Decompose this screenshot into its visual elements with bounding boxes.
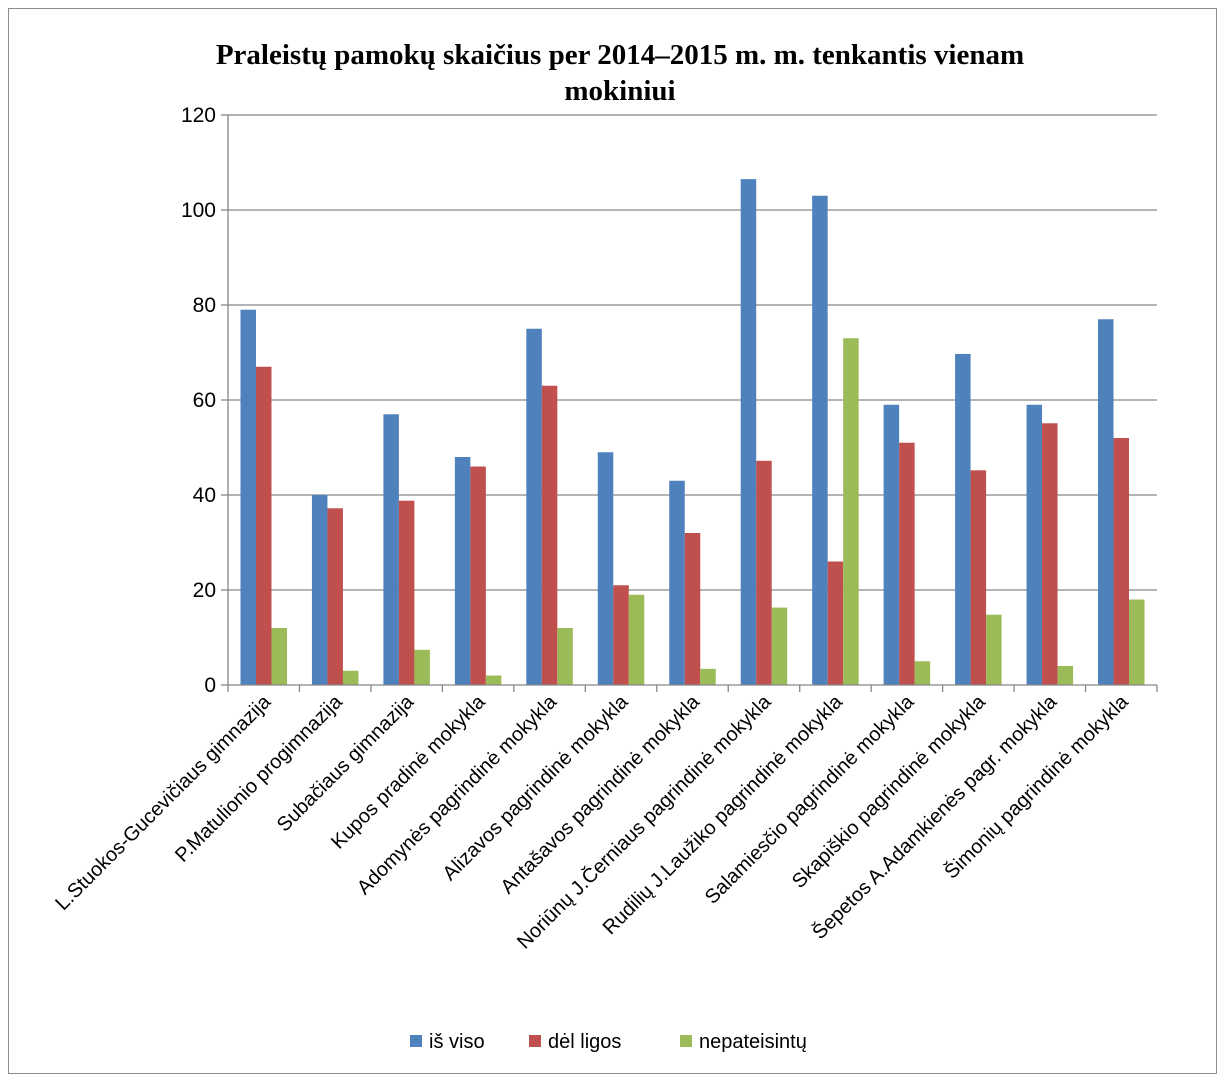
bar-is-viso-12 [1026, 404, 1043, 685]
bar-is-viso-5 [526, 328, 542, 685]
bar-del-ligos-6 [613, 585, 629, 685]
legend-swatch [680, 1035, 692, 1047]
bar-is-viso-13 [1098, 319, 1114, 685]
bar-is-viso-11 [955, 353, 971, 685]
x-category-label: Noriūnų J.Černiaus pagrindinė mokykla [512, 690, 776, 954]
x-category-label: Subačiaus gimnazija [273, 690, 419, 836]
bars [240, 179, 1145, 685]
legend-label: nepateisintų [699, 1031, 807, 1053]
bar-nepateisintu-4 [485, 675, 502, 685]
bar-nepateisintu-8 [771, 607, 788, 685]
y-tick-label: 0 [204, 674, 216, 697]
chart-title-line-2: mokiniui [564, 75, 675, 107]
x-axis-labels: L.Stuokos-Gucevičiaus gimnazijaP.Matulio… [51, 690, 1133, 954]
bar-del-ligos-9 [827, 561, 844, 685]
axes [227, 115, 1158, 692]
bar-is-viso-8 [740, 179, 757, 685]
bar-del-ligos-2 [327, 508, 343, 685]
bar-del-ligos-7 [684, 533, 701, 685]
bar-is-viso-7 [669, 480, 685, 685]
legend: iš viso dėl ligos nepateisintų [410, 1031, 807, 1053]
bar-nepateisintu-11 [986, 614, 1002, 685]
y-tick-label: 100 [181, 199, 216, 222]
x-category-label: Šepetos A.Adamkienės pagr. mokykla [808, 690, 1062, 944]
legend-label: iš viso [429, 1031, 485, 1053]
legend-label: dėl ligos [548, 1031, 621, 1053]
bar-nepateisintu-6 [628, 594, 645, 685]
bar-del-ligos-12 [1042, 423, 1058, 685]
bar-nepateisintu-12 [1057, 666, 1074, 685]
bar-is-viso-4 [454, 457, 471, 685]
y-axis-ticks: 0 20 40 60 80 100 120 [181, 104, 228, 697]
legend-swatch [529, 1035, 541, 1047]
y-tick-label: 40 [193, 484, 216, 507]
gridlines [228, 114, 1157, 591]
bar-del-ligos-1 [255, 366, 272, 685]
y-tick-label: 20 [193, 579, 216, 602]
bar-nepateisintu-2 [342, 670, 359, 685]
bar-is-viso-10 [883, 404, 900, 685]
chart-title-line-1: Praleistų pamokų skaičius per 2014–2015 … [216, 39, 1024, 71]
bar-del-ligos-13 [1113, 438, 1130, 685]
y-tick-label: 120 [181, 104, 216, 127]
bar-nepateisintu-1 [271, 628, 287, 685]
bar-del-ligos-10 [899, 442, 915, 685]
bar-is-viso-1 [240, 309, 256, 685]
bar-nepateisintu-3 [414, 649, 430, 685]
bar-nepateisintu-5 [557, 628, 573, 685]
bar-del-ligos-4 [470, 466, 486, 685]
y-tick-label: 60 [193, 389, 216, 412]
bar-is-viso-9 [812, 195, 828, 685]
bar-del-ligos-5 [541, 385, 558, 685]
bar-del-ligos-8 [756, 460, 772, 685]
bar-nepateisintu-13 [1129, 599, 1145, 685]
bar-is-viso-3 [383, 414, 399, 685]
y-tick-label: 80 [193, 294, 216, 317]
bar-is-viso-6 [597, 452, 614, 685]
legend-swatch [410, 1035, 422, 1047]
bar-nepateisintu-7 [700, 668, 716, 685]
bar-del-ligos-11 [970, 470, 987, 685]
bar-nepateisintu-10 [914, 661, 931, 685]
bar-is-viso-2 [311, 495, 328, 685]
bar-del-ligos-3 [398, 500, 415, 685]
bar-nepateisintu-9 [843, 338, 859, 685]
